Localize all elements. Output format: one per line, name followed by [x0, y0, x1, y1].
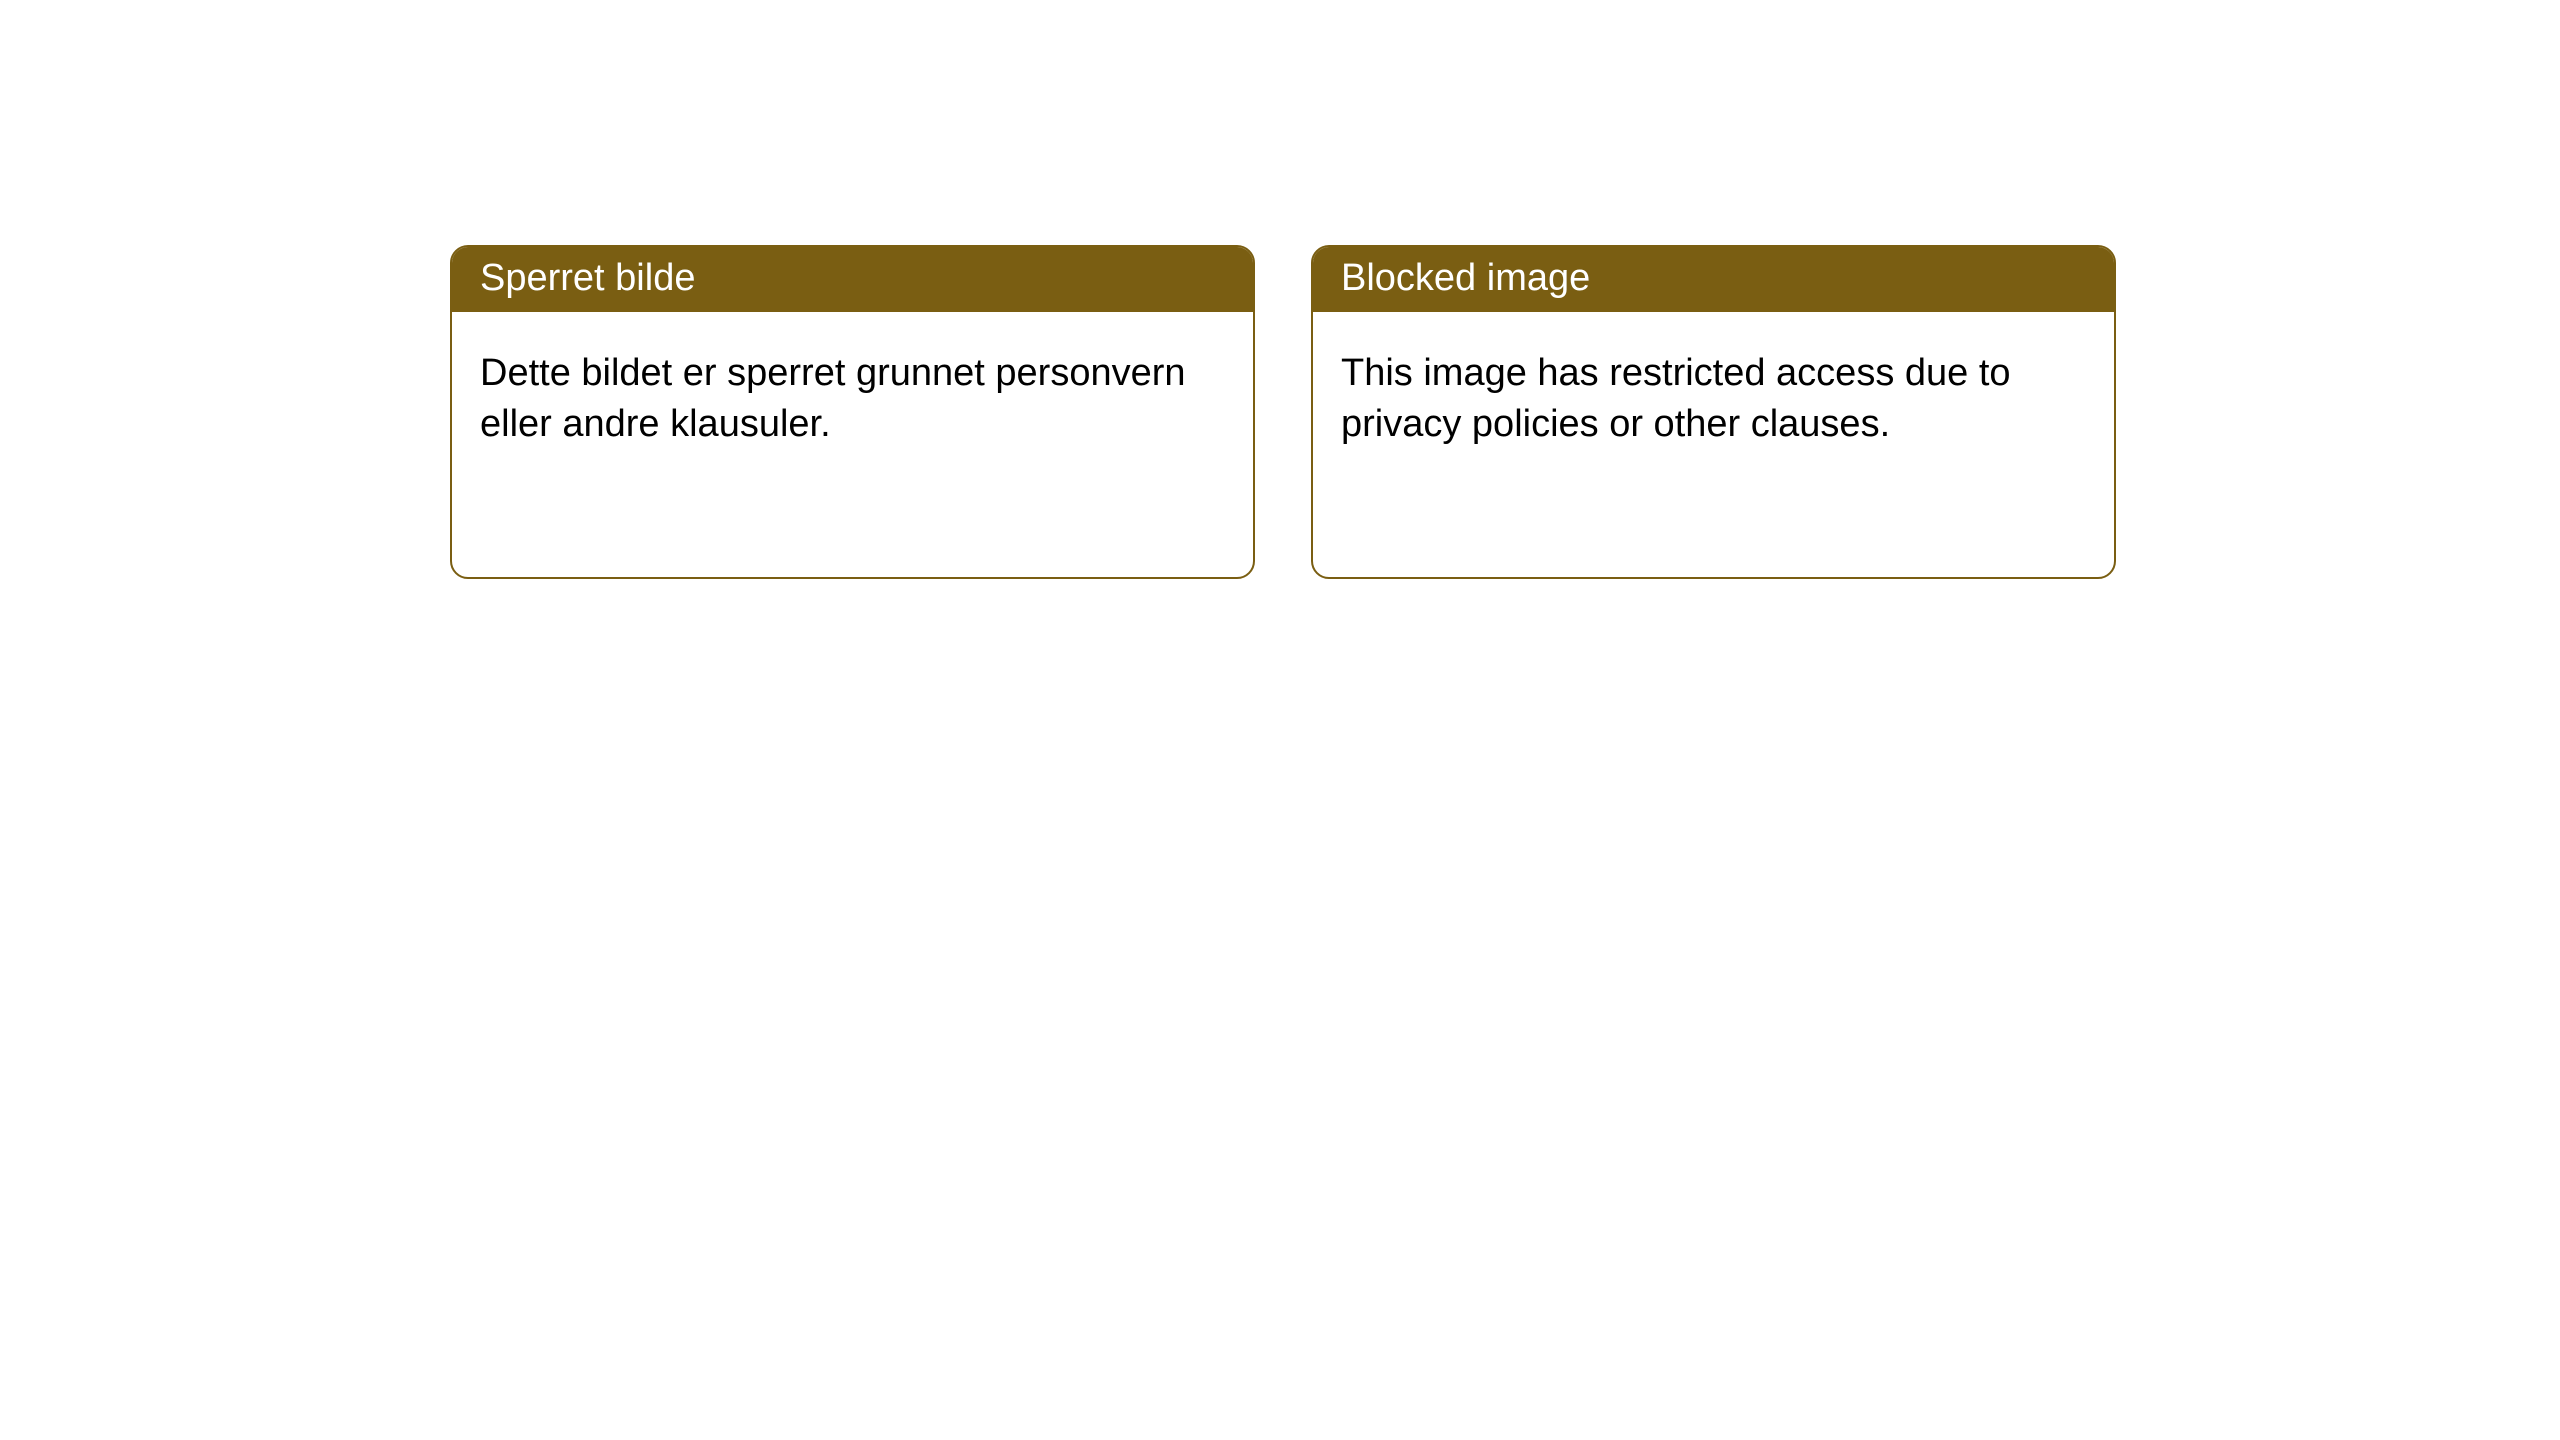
- cards-container: Sperret bilde Dette bildet er sperret gr…: [0, 0, 2560, 579]
- card-header: Blocked image: [1313, 247, 2114, 312]
- blocked-image-card-no: Sperret bilde Dette bildet er sperret gr…: [450, 245, 1255, 579]
- card-body: Dette bildet er sperret grunnet personve…: [452, 312, 1253, 487]
- card-body: This image has restricted access due to …: [1313, 312, 2114, 487]
- blocked-image-card-en: Blocked image This image has restricted …: [1311, 245, 2116, 579]
- card-header: Sperret bilde: [452, 247, 1253, 312]
